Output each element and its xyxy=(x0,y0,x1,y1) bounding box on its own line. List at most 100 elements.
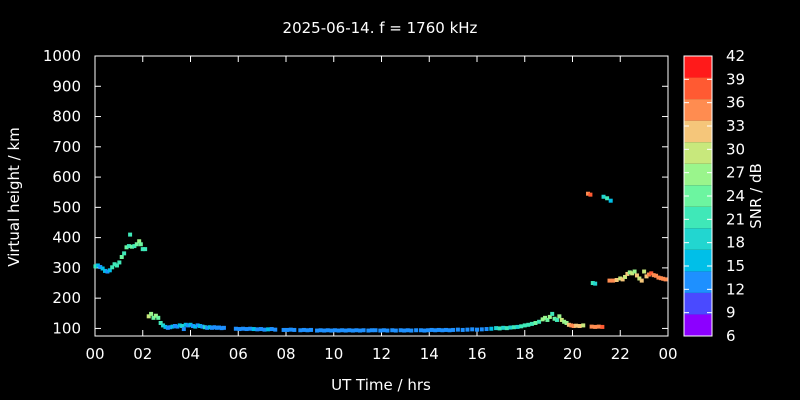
data-point xyxy=(607,278,612,283)
data-point xyxy=(422,328,427,333)
data-point xyxy=(100,266,105,271)
data-point xyxy=(301,327,306,332)
colorbar-tick-label: 30 xyxy=(726,140,745,158)
data-point xyxy=(526,322,531,327)
data-point xyxy=(165,325,170,330)
data-point xyxy=(637,276,642,281)
colorbar-segment xyxy=(684,249,712,272)
data-point xyxy=(140,247,145,252)
data-point xyxy=(190,324,195,329)
colorbar-segment xyxy=(684,292,712,315)
data-point xyxy=(426,328,431,333)
data-point xyxy=(577,324,582,329)
data-point xyxy=(172,324,177,329)
colorbar-tick-label: 33 xyxy=(726,117,745,135)
data-point xyxy=(366,328,371,333)
data-point xyxy=(494,326,499,331)
colorbar-segment xyxy=(684,271,712,293)
data-point xyxy=(309,327,314,332)
y-tick-label: 600 xyxy=(52,168,81,186)
data-point xyxy=(214,325,219,330)
data-point xyxy=(440,328,445,333)
data-point xyxy=(447,328,452,333)
colorbar-segment xyxy=(684,142,712,164)
data-point xyxy=(241,326,246,331)
data-point xyxy=(112,262,117,267)
data-point xyxy=(470,327,475,332)
data-point xyxy=(497,326,502,331)
data-point xyxy=(361,328,366,333)
data-point xyxy=(114,263,119,268)
data-point xyxy=(600,324,605,329)
data-point xyxy=(460,327,465,332)
x-tick-label: 22 xyxy=(611,345,630,363)
x-tick-label: 12 xyxy=(372,345,391,363)
y-tick-label: 500 xyxy=(52,198,81,216)
data-point xyxy=(183,322,188,327)
data-point xyxy=(373,328,378,333)
data-point xyxy=(512,325,517,330)
data-point xyxy=(325,328,330,333)
data-point xyxy=(281,327,286,332)
data-point xyxy=(248,326,253,331)
data-points xyxy=(93,191,668,333)
data-point xyxy=(354,328,359,333)
data-point xyxy=(93,264,98,269)
data-point xyxy=(489,326,494,331)
colorbar-tick-label: 6 xyxy=(726,327,736,345)
data-point xyxy=(200,324,205,329)
data-point xyxy=(177,323,182,328)
x-tick-label: 10 xyxy=(324,345,343,363)
data-point xyxy=(163,324,168,329)
data-point xyxy=(571,324,576,329)
data-point xyxy=(385,328,390,333)
data-point xyxy=(566,322,571,327)
y-tick-label: 1000 xyxy=(43,47,81,65)
data-point xyxy=(186,323,191,328)
data-point xyxy=(590,281,595,286)
data-point xyxy=(593,281,598,286)
data-point xyxy=(378,328,383,333)
colorbar-tick-label: 24 xyxy=(726,187,745,205)
data-point xyxy=(658,276,663,281)
data-point xyxy=(124,245,129,250)
data-point xyxy=(266,327,271,332)
data-point xyxy=(137,239,142,244)
colorbar-tick-label: 39 xyxy=(726,70,745,88)
data-point xyxy=(188,322,193,327)
data-point xyxy=(233,326,238,331)
data-point xyxy=(156,315,161,320)
colorbar-segment xyxy=(684,206,712,229)
colorbar-tick-label: 27 xyxy=(726,164,745,182)
data-point xyxy=(654,273,659,278)
data-point xyxy=(209,325,214,330)
data-point xyxy=(207,325,212,330)
data-point xyxy=(298,328,303,333)
y-axis: 100 200 300 400 500 600 700 800 900 1000 xyxy=(43,47,668,337)
data-point xyxy=(586,191,591,196)
data-point xyxy=(522,323,527,328)
data-point xyxy=(343,328,348,333)
data-point xyxy=(202,325,207,330)
data-point xyxy=(588,192,593,197)
data-point xyxy=(451,327,456,332)
data-point xyxy=(146,314,151,319)
data-point xyxy=(656,275,661,280)
data-point xyxy=(557,314,562,319)
data-point xyxy=(519,324,524,329)
data-point xyxy=(554,317,559,322)
data-point xyxy=(180,324,185,329)
x-axis: 00 02 04 06 08 10 12 14 16 18 20 22 00 xyxy=(85,56,678,363)
data-point xyxy=(161,323,166,328)
data-point xyxy=(433,328,438,333)
data-point xyxy=(134,242,139,247)
data-point xyxy=(158,320,163,325)
data-point xyxy=(547,314,552,319)
data-point xyxy=(646,272,651,277)
data-point xyxy=(418,328,423,333)
data-point xyxy=(405,328,410,333)
data-point xyxy=(340,328,345,333)
data-point xyxy=(390,328,395,333)
data-point xyxy=(258,327,263,332)
data-point xyxy=(119,254,124,259)
